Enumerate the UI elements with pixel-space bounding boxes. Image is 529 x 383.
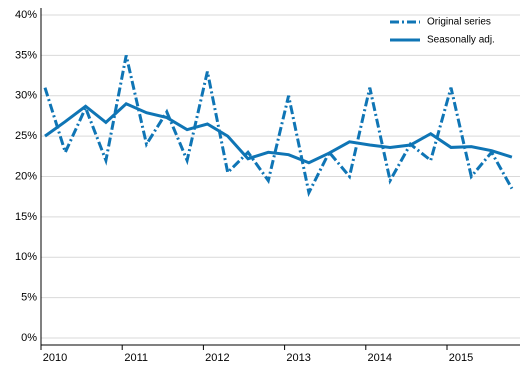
x-tick-label: 2011 [124, 352, 148, 364]
x-tick-label: 2013 [286, 352, 310, 364]
y-tick-label: 30% [15, 90, 37, 102]
x-tick-label: 2015 [449, 352, 473, 364]
y-tick-label: 5% [21, 292, 37, 304]
series-line [44, 102, 513, 165]
x-tick-label: 2014 [368, 352, 392, 364]
legend-label: Seasonally adj. [427, 35, 495, 46]
y-tick-label: 0% [21, 332, 37, 344]
y-tick-label: 25% [15, 130, 37, 142]
series-line [43, 55, 514, 198]
y-tick-label: 15% [15, 211, 37, 223]
y-tick-label: 10% [15, 251, 37, 263]
x-tick-label: 2012 [205, 352, 229, 364]
x-tick-label: 2010 [43, 352, 67, 364]
y-tick-label: 35% [15, 49, 37, 61]
y-tick-label: 20% [15, 170, 37, 182]
legend-label: Original series [427, 17, 491, 28]
y-tick-label: 40% [15, 9, 37, 21]
